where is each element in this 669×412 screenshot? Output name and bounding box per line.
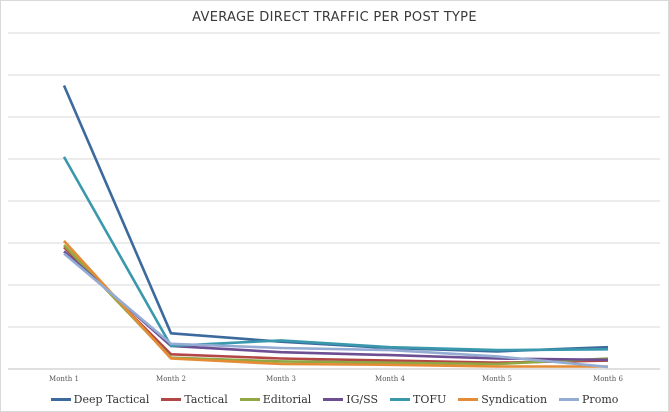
legend-swatch [390, 397, 410, 401]
legend-label: Deep Tactical [73, 392, 150, 406]
legend-swatch [50, 397, 71, 401]
series-lines [62, 84, 609, 369]
legend-item: Promo [559, 393, 618, 406]
legend-item: TOFU [390, 393, 446, 406]
legend-swatch [458, 397, 479, 401]
legend-item: Syndication [458, 393, 547, 406]
legend-label: Promo [582, 392, 619, 406]
legend-item: Deep Tactical [50, 392, 150, 406]
legend-swatch [323, 397, 344, 401]
x-tick-label: Month 4 [375, 375, 405, 383]
legend-label: TOFU [413, 392, 447, 406]
chart-title: AVERAGE DIRECT TRAFFIC PER POST TYPE [192, 10, 477, 25]
legend-swatch [559, 397, 580, 401]
series-line-deep-tactical [62, 84, 609, 353]
x-tick-label: Month 2 [156, 375, 186, 383]
series-line-promo [63, 252, 609, 369]
legend-label: Editorial [262, 392, 312, 406]
gridlines [8, 32, 660, 370]
x-tick-label: Month 3 [266, 375, 296, 383]
legend-swatch [239, 397, 260, 401]
x-tick-labels: Month 1 Month 2 Month 3 Month 4 Month 5 Month… [49, 375, 623, 383]
series-line-tofu [62, 156, 609, 352]
legend-swatch [161, 397, 182, 401]
legend-item: IG/SS [323, 393, 378, 406]
x-tick-label: Month 5 [482, 375, 512, 383]
legend-label: Syndication [481, 392, 548, 406]
x-tick-label: Month 6 [593, 375, 623, 383]
legend-label: IG/SS [346, 392, 378, 406]
x-tick-label: Month 1 [49, 375, 79, 383]
legend-item: Tactical [161, 392, 228, 406]
legend-item: Editorial [239, 392, 312, 406]
series-line-syndication [63, 240, 608, 368]
legend-label: Tactical [184, 392, 228, 406]
legend: Deep Tactical Tactical Editorial IG/SS TOFU S… [0, 391, 669, 407]
